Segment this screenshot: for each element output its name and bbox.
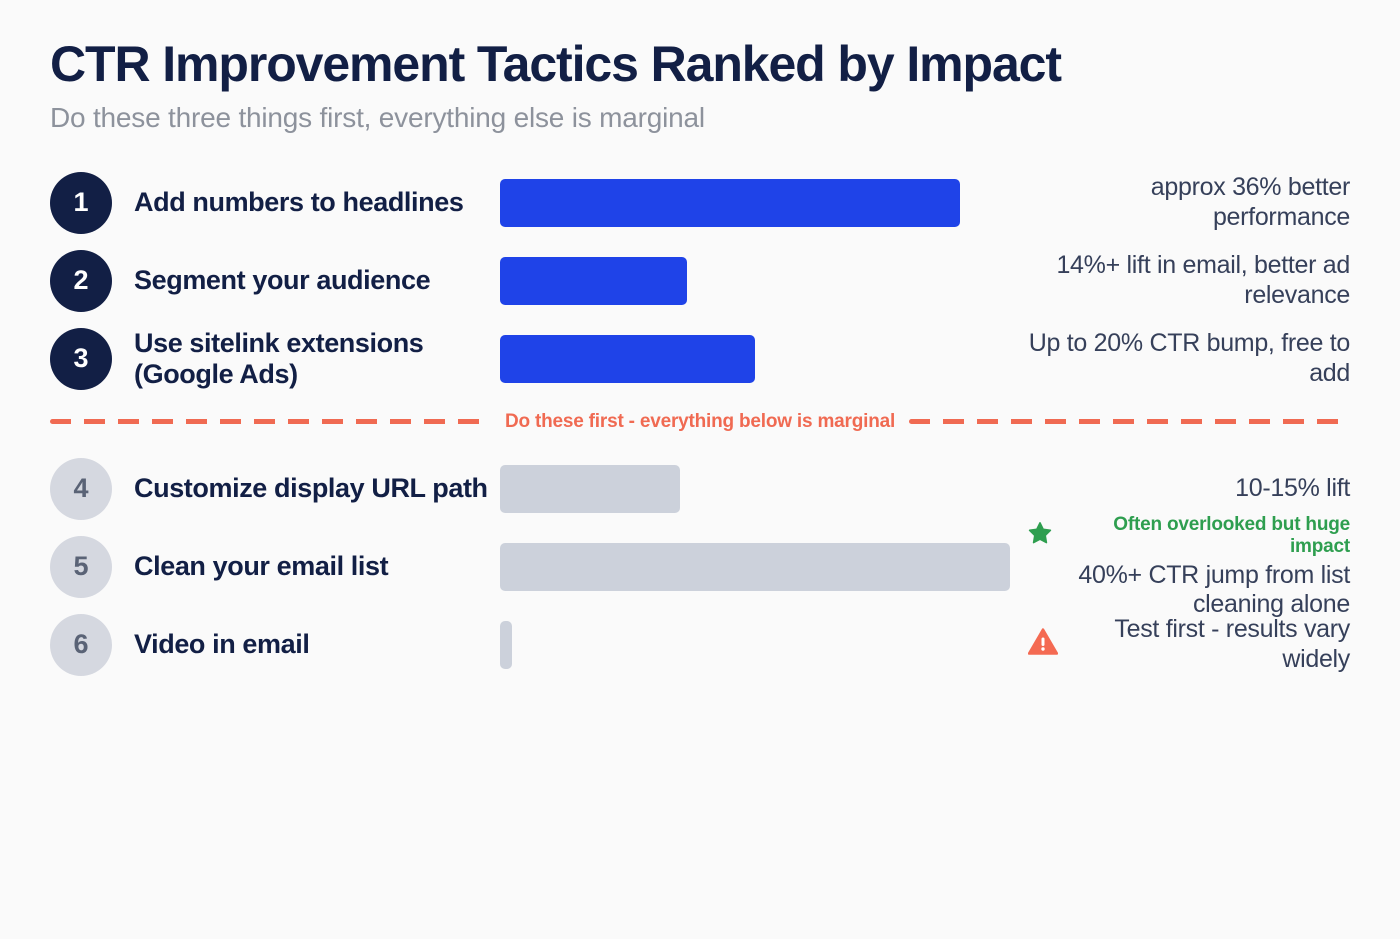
rank-number: 5 <box>73 551 89 582</box>
impact-bar <box>500 464 680 513</box>
rank-number: 4 <box>73 473 89 504</box>
list-item: 3 Use sitelink extensions (Google Ads) U… <box>50 320 1350 398</box>
star-icon <box>1028 521 1052 551</box>
tactic-label: Use sitelink extensions (Google Ads) <box>134 328 424 389</box>
tactic-label: Customize display URL path <box>134 473 488 504</box>
bar-track <box>500 178 1020 227</box>
divider-dashes-right <box>909 419 1350 425</box>
divider: Do these first - everything below is mar… <box>50 400 1350 444</box>
list-item: 6 Video in email Test first - results va… <box>50 606 1350 684</box>
bar-track <box>500 256 1020 305</box>
rank-badge: 4 <box>50 457 112 520</box>
tactic-label: Video in email <box>134 629 310 660</box>
impact-annotation-group: Often overlooked but huge impact 40%+ CT… <box>1020 514 1350 620</box>
rank-badge: 6 <box>50 613 112 676</box>
impact-annotation-group: Test first - results vary widely <box>1020 615 1350 674</box>
tactic-label: Segment your audience <box>134 265 431 296</box>
impact-bar <box>500 256 687 305</box>
page-title: CTR Improvement Tactics Ranked by Impact <box>50 36 1062 92</box>
divider-label: Do these first - everything below is mar… <box>504 410 896 432</box>
rank-badge: 5 <box>50 535 112 598</box>
tactics-list: 1 Add numbers to headlines approx 36% be… <box>50 164 1350 684</box>
tactic-label: Add numbers to headlines <box>134 187 464 218</box>
impact-annotation: 10-15% lift <box>1235 474 1350 503</box>
divider-dashes-left <box>50 419 491 425</box>
impact-bar <box>500 620 512 669</box>
impact-annotation: 40%+ CTR jump from list cleaning alone <box>1078 560 1350 619</box>
rank-number: 1 <box>73 187 89 218</box>
rank-badge: 1 <box>50 171 112 234</box>
bar-track <box>500 334 1020 383</box>
impact-annotation: Up to 20% CTR bump, free to add <box>1028 329 1351 387</box>
list-item: 1 Add numbers to headlines approx 36% be… <box>50 164 1350 242</box>
warning-triangle-icon <box>1027 627 1059 663</box>
impact-bar <box>500 178 960 227</box>
tactic-label: Clean your email list <box>134 551 389 582</box>
list-item: 5 Clean your email list Often overlooked… <box>50 514 1350 618</box>
rank-number: 3 <box>73 343 89 374</box>
header: CTR Improvement Tactics Ranked by Impact… <box>50 0 1350 134</box>
impact-annotation: Test first - results vary widely <box>1114 615 1350 673</box>
impact-bar <box>500 334 755 383</box>
warning-annotation: Test first - results vary widely <box>1027 615 1350 674</box>
bar-track <box>500 620 1020 669</box>
bar-track <box>500 542 1020 591</box>
highlight-badge: Often overlooked but huge impact <box>1028 514 1350 559</box>
page-subtitle: Do these three things first, everything … <box>50 102 705 133</box>
bar-track <box>500 464 1020 513</box>
list-item: 2 Segment your audience 14%+ lift in ema… <box>50 242 1350 320</box>
rank-number: 6 <box>73 629 89 660</box>
rank-number: 2 <box>73 265 89 296</box>
impact-annotation: approx 36% better performance <box>1150 173 1351 231</box>
impact-bar <box>500 542 1010 591</box>
rank-badge: 2 <box>50 249 112 312</box>
list-item: 4 Customize display URL path 10-15% lift <box>50 450 1350 528</box>
rank-badge: 3 <box>50 327 112 390</box>
impact-annotation: 14%+ lift in email, better ad relevance <box>1056 251 1350 309</box>
highlight-badge-label: Often overlooked but huge impact <box>1113 513 1350 558</box>
